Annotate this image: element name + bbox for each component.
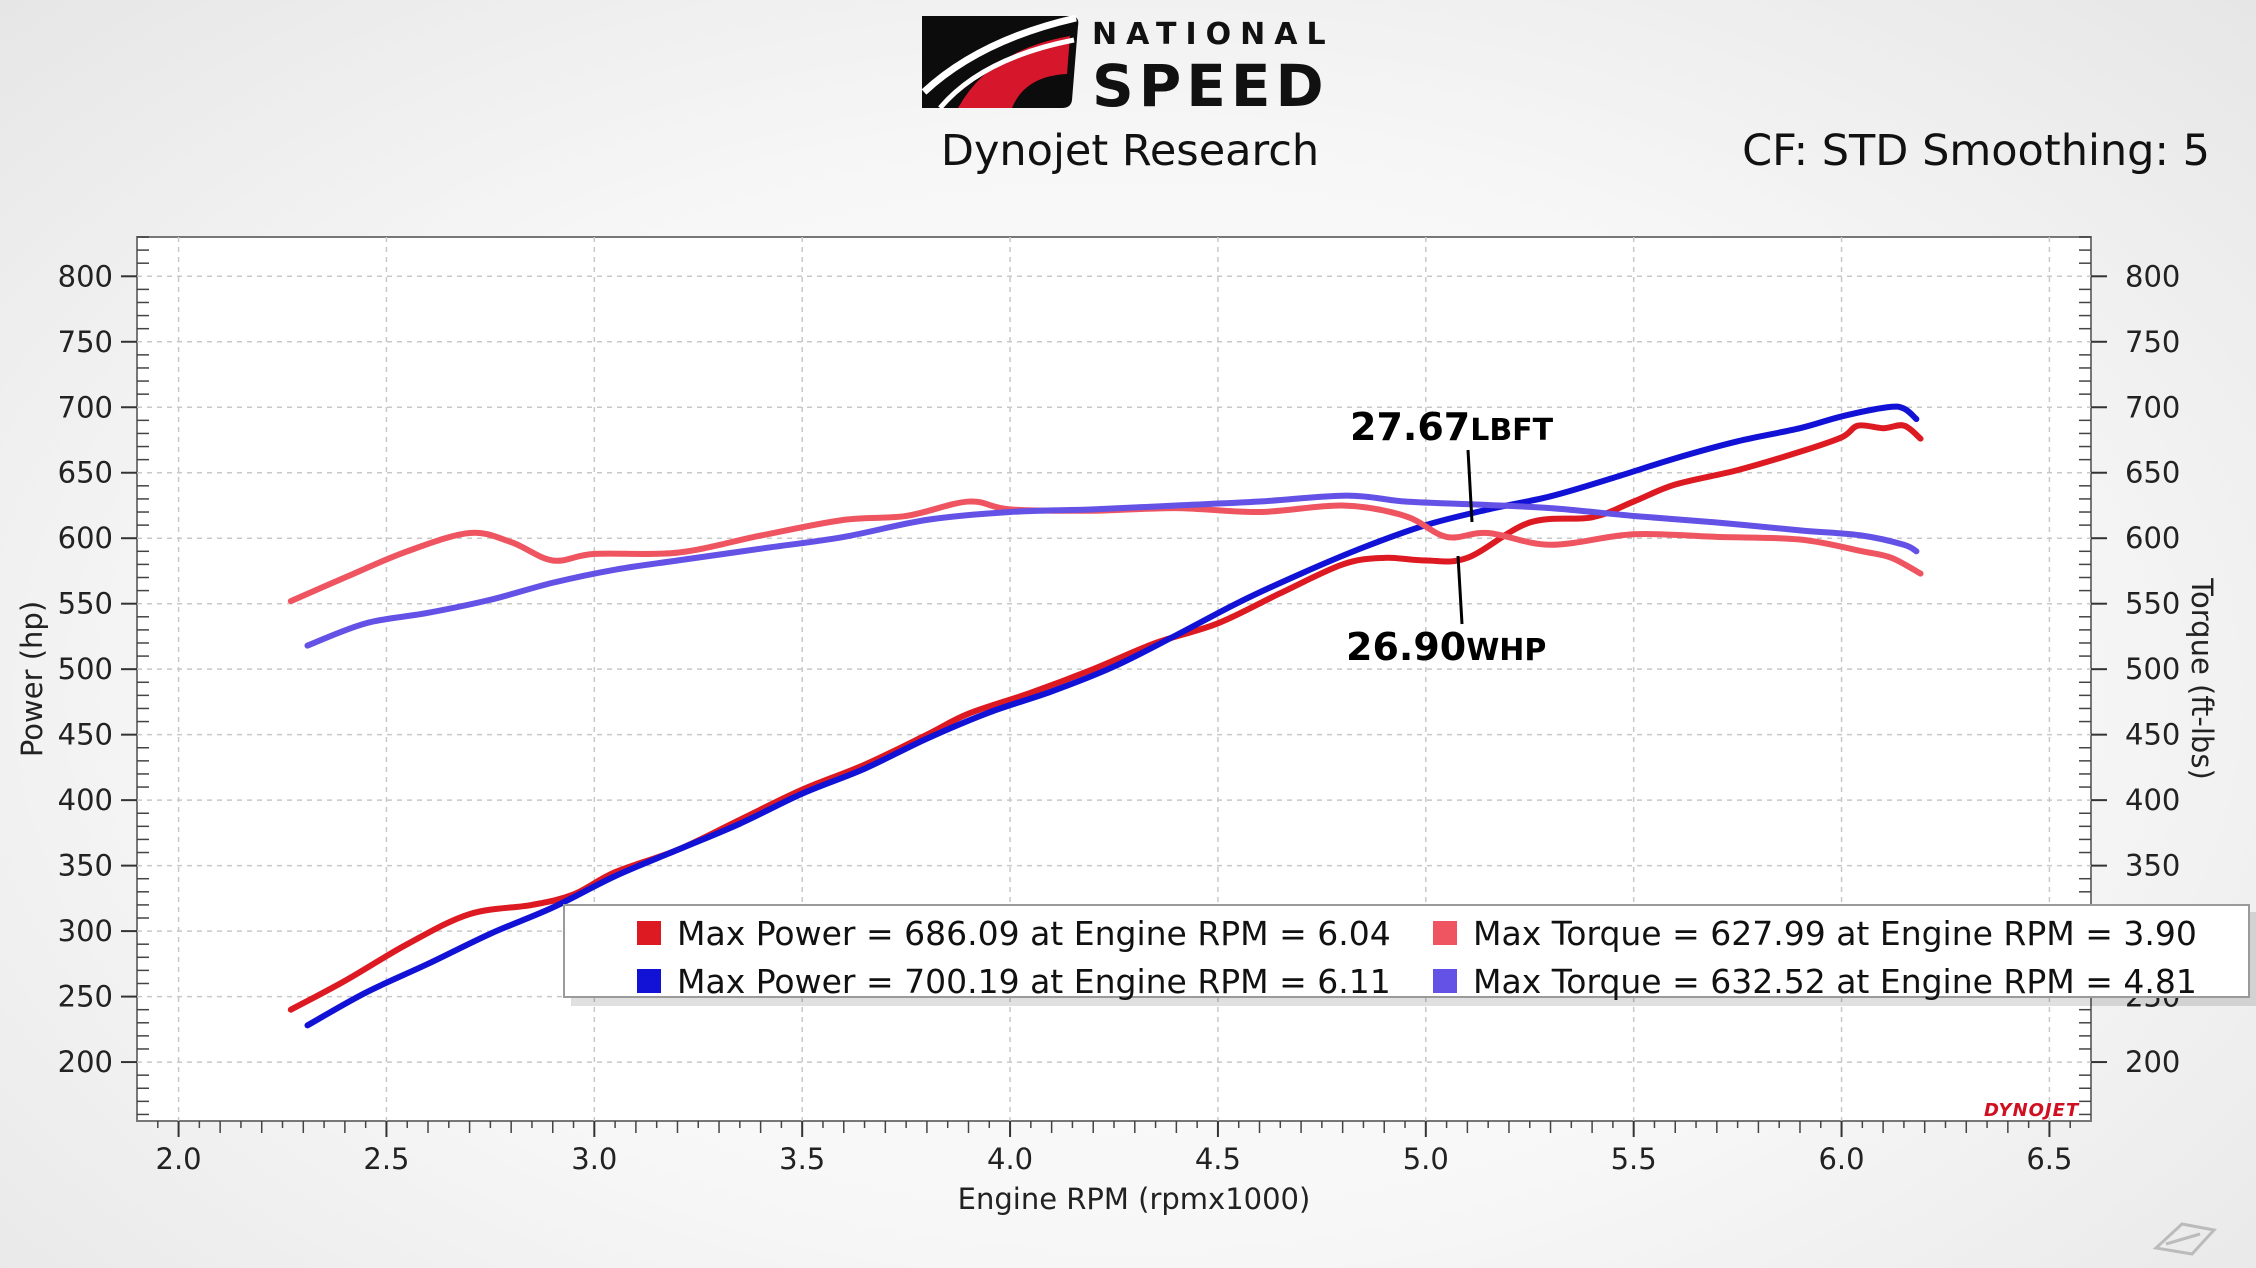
y-left-tick-label: 200 [58, 1045, 113, 1079]
legend-item-power-red: Max Power = 686.09 at Engine RPM = 6.04 [637, 913, 1391, 953]
legend-item-torque-blue: Max Torque = 632.52 at Engine RPM = 4.81 [1433, 961, 2197, 1001]
y-left-tick-label: 500 [58, 652, 113, 686]
annotation-whp: 26.90WHP [1346, 625, 1546, 669]
y-right-tick-label: 400 [2125, 783, 2180, 817]
legend-swatch-torque-red [1433, 921, 1457, 945]
corner-watermark-icon [2152, 1222, 2217, 1256]
annotation-lbft-value: 27.67 [1350, 405, 1470, 449]
annotation-lbft-unit: LBFT [1470, 413, 1553, 448]
x-tick-label: 3.0 [571, 1142, 617, 1176]
y-left-tick-label: 550 [58, 587, 113, 621]
annotation-leader-lbft [1466, 449, 1474, 523]
legend-label-power-blue: Max Power = 700.19 at Engine RPM = 6.11 [677, 961, 1391, 1001]
x-tick-label: 5.0 [1403, 1142, 1449, 1176]
x-tick-label: 2.5 [363, 1142, 409, 1176]
annotation-whp-value: 26.90 [1346, 625, 1466, 669]
x-axis-title: Engine RPM (rpmx1000) [958, 1182, 1311, 1216]
x-tick-label: 5.5 [1611, 1142, 1657, 1176]
correction-factor-text: CF: STD Smoothing: 5 [1742, 126, 2210, 176]
y-left-tick-label: 600 [58, 521, 113, 555]
x-tick-label: 3.5 [779, 1142, 825, 1176]
y-left-tick-label: 800 [58, 259, 113, 293]
y-left-tick-label: 750 [58, 325, 113, 359]
y-right-tick-label: 350 [2125, 849, 2180, 883]
x-tick-label: 4.5 [1195, 1142, 1241, 1176]
y-right-tick-label: 800 [2125, 259, 2180, 293]
series-line-torque-blue [304, 492, 1920, 649]
dynojet-logo: DYNOJET [1984, 1100, 2080, 1121]
y-left-tick-label: 450 [58, 718, 113, 752]
y-left-tick-label: 300 [58, 914, 113, 948]
x-tick-label: 6.5 [2026, 1142, 2072, 1176]
y-right-tick-label: 650 [2125, 456, 2180, 490]
y-right-tick-label: 200 [2125, 1045, 2180, 1079]
legend-label-power-red: Max Power = 686.09 at Engine RPM = 6.04 [677, 913, 1391, 953]
legend-swatch-power-red [637, 921, 661, 945]
y-left-tick-label: 250 [58, 980, 113, 1014]
chart-subtitle: Dynojet Research [940, 126, 1320, 176]
legend-item-torque-red: Max Torque = 627.99 at Engine RPM = 3.90 [1433, 913, 2197, 953]
series-line-power-blue [304, 403, 1920, 1029]
annotation-group: 27.67LBFT 26.90WHP [1346, 405, 1554, 669]
legend-swatch-power-blue [637, 969, 661, 993]
annotation-lbft: 27.67LBFT [1350, 405, 1554, 449]
logo-text-top: NATIONAL [1092, 17, 1335, 52]
y-right-tick-label: 550 [2125, 587, 2180, 621]
y-left-tick-label: 400 [58, 783, 113, 817]
chart-legend: Max Power = 686.09 at Engine RPM = 6.04 … [563, 904, 2250, 1001]
y-right-tick-label: 700 [2125, 390, 2180, 424]
legend-label-torque-red: Max Torque = 627.99 at Engine RPM = 3.90 [1473, 913, 2197, 953]
y-left-tick-label: 650 [58, 456, 113, 490]
data-series [287, 403, 1924, 1029]
y-right-tick-label: 750 [2125, 325, 2180, 359]
annotation-whp-unit: WHP [1466, 633, 1546, 668]
logo-text-main: SPEED [1092, 52, 1329, 110]
legend-label-torque-blue: Max Torque = 632.52 at Engine RPM = 4.81 [1473, 961, 2197, 1001]
y-left-tick-label: 350 [58, 849, 113, 883]
legend-swatch-torque-blue [1433, 969, 1457, 993]
x-tick-label: 2.0 [156, 1142, 202, 1176]
annotation-leader-whp [1456, 555, 1464, 625]
y-left-tick-label: 700 [58, 390, 113, 424]
national-speed-logo: NATIONAL SPEED [921, 14, 1335, 110]
y-right-tick-label: 450 [2125, 718, 2180, 752]
x-tick-label: 4.0 [987, 1142, 1033, 1176]
x-tick-label: 6.0 [1818, 1142, 1864, 1176]
y-axis-title-left: Power (hp) [15, 601, 49, 757]
y-right-tick-label: 500 [2125, 652, 2180, 686]
axis-ticks: 2.0 2.5 3.0 3.5 4.0 4.5 5.0 5.5 6.0 6.5 800 750 700 6… [58, 236, 2180, 1176]
legend-item-power-blue: Max Power = 700.19 at Engine RPM = 6.11 [637, 961, 1391, 1001]
grid-lines [137, 237, 2091, 1121]
y-axis-title-right: Torque (ft-lbs) [2185, 577, 2219, 780]
y-right-tick-label: 600 [2125, 521, 2180, 555]
